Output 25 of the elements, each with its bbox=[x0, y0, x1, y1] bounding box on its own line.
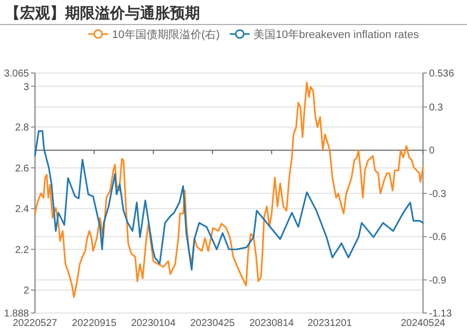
x-tick-label: 20220915 bbox=[72, 318, 117, 329]
y2-tick-label: 0.536 bbox=[429, 68, 454, 80]
y-tick-label: 2.6 bbox=[15, 163, 30, 174]
x-tick-label: 20230104 bbox=[131, 318, 176, 329]
y-tick-label: 3 bbox=[23, 82, 30, 93]
y-tick-label: 2 bbox=[23, 286, 30, 297]
y-tick-label: 3.065 bbox=[4, 68, 30, 80]
legend-label: 美国10年breakeven inflation rates bbox=[254, 28, 420, 41]
y2-tick-label: -1.13 bbox=[429, 308, 452, 320]
x-tick-label: 20231201 bbox=[307, 318, 352, 329]
y-tick-label: 1.888 bbox=[4, 308, 30, 320]
chart-title: 【宏观】期限溢价与通胀预期 bbox=[5, 4, 200, 22]
y-tick-label: 2.2 bbox=[15, 244, 30, 256]
y2-tick-label: 0 bbox=[429, 146, 435, 157]
y2-tick-label: -0.3 bbox=[429, 188, 447, 200]
x-tick-label: 20230814 bbox=[249, 318, 294, 329]
y-tick-label: 2.8 bbox=[15, 122, 30, 134]
y2-tick-label: -0.6 bbox=[429, 232, 447, 244]
x-tick-label: 20240524 bbox=[400, 318, 446, 329]
y2-tick-label: 0.3 bbox=[429, 102, 444, 114]
y-tick-label: 2.4 bbox=[15, 204, 30, 216]
x-tick-label: 20220527 bbox=[12, 318, 58, 329]
y2-tick-label: -0.9 bbox=[429, 275, 447, 286]
x-tick-label: 20230425 bbox=[190, 318, 236, 329]
legend-label: 10年国债期限溢价(右) bbox=[112, 29, 220, 41]
